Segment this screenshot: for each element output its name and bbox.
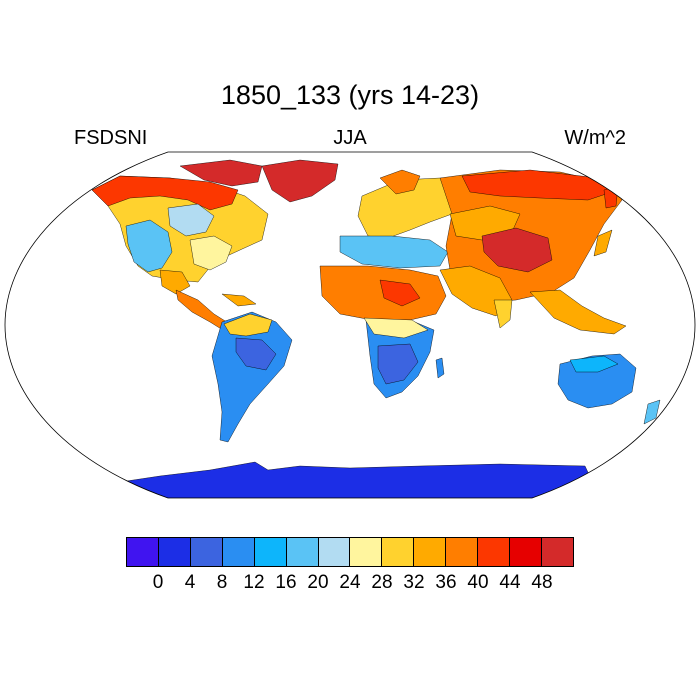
colorbar-ticks: 0 4 8 12 16 20 24 28 32 36 40 44 48 (0, 572, 700, 598)
mediterranean-band (339, 235, 449, 269)
australia-north (569, 355, 619, 373)
canada-islands (179, 159, 263, 187)
colorbar-tick-label: 24 (339, 572, 361, 593)
colorbar-tick-label: 0 (152, 572, 164, 593)
colorbar-box (445, 537, 478, 567)
colorbar-tick-label: 44 (499, 572, 521, 593)
colorbar-tick-label: 8 (216, 572, 228, 593)
siberia (461, 169, 613, 201)
sahara-hot (379, 279, 421, 307)
hudson-region (167, 203, 215, 237)
colorbar-box (317, 537, 350, 567)
colorbar-box (126, 537, 158, 567)
tibet (481, 227, 553, 273)
colorbar-tick-label: 4 (184, 572, 196, 593)
colorbar-tick-label: 20 (307, 572, 329, 593)
units-label: W/m^2 (564, 127, 626, 149)
colorbar-box (477, 537, 510, 567)
africa-equator (363, 317, 429, 339)
greenland (261, 159, 339, 203)
colorbar-box (381, 537, 414, 567)
colorbar-tick-label: 40 (467, 572, 489, 593)
india-south (493, 299, 513, 329)
colorbar-box (157, 537, 190, 567)
south-america-north (223, 313, 273, 337)
colorbar-box (349, 537, 382, 567)
variable-label: FSDSNI (74, 127, 148, 149)
north-america-west (125, 219, 173, 273)
antarctica (99, 461, 601, 498)
colorbar (126, 537, 574, 567)
new-zealand (643, 399, 661, 425)
colorbar-box (221, 537, 254, 567)
map-title: 1850_133 (yrs 14-23) (220, 80, 480, 110)
colorbar-tick-label: 12 (243, 572, 265, 593)
amazon-region (235, 337, 277, 371)
madagascar (435, 357, 445, 379)
colorbar-tick-label: 28 (371, 572, 393, 593)
colorbar-box (285, 537, 318, 567)
north-america-arctic (91, 175, 239, 211)
globe-outline (4, 151, 696, 499)
colorbar-tick-label: 16 (275, 572, 297, 593)
south-america (211, 311, 293, 443)
scandinavia (379, 169, 421, 195)
japan (593, 229, 613, 257)
kamchatka (603, 185, 619, 209)
colorbar-tick-label: 48 (531, 572, 553, 593)
southern-africa-core (377, 343, 419, 385)
texas-region (159, 269, 191, 295)
colorbar-box (189, 537, 222, 567)
colorbar-box (540, 537, 574, 567)
colorbar-tick-label: 32 (403, 572, 425, 593)
season-label: JJA (333, 127, 367, 149)
southeast-asia (529, 289, 627, 335)
caribbean (221, 293, 257, 307)
colorbar-box (253, 537, 286, 567)
colorbar-box (509, 537, 541, 567)
eastern-us (189, 235, 233, 271)
colorbar-box (413, 537, 446, 567)
colorbar-tick-label: 36 (435, 572, 457, 593)
europe (357, 177, 461, 239)
